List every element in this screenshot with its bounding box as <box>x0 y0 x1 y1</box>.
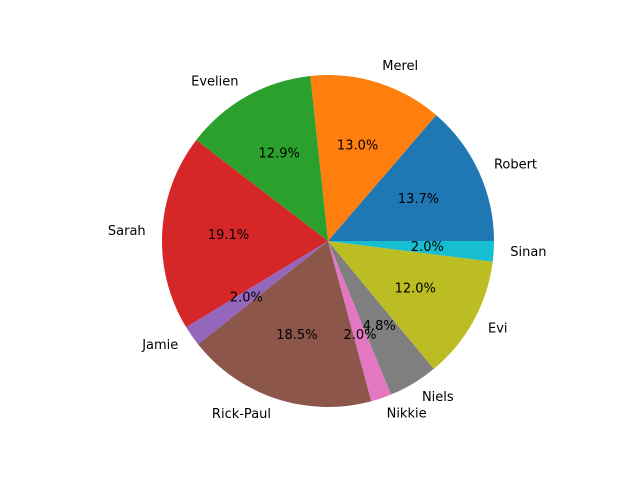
percent-label-nikkie: 2.0% <box>343 328 376 343</box>
slice-label-robert: Robert <box>494 157 537 172</box>
slice-label-merel: Merel <box>382 59 418 74</box>
percent-label-evelien: 12.9% <box>259 147 300 162</box>
pie-slices <box>161 75 494 407</box>
percent-label-sinan: 2.0% <box>411 240 444 255</box>
percent-label-rick-paul: 18.5% <box>276 328 317 343</box>
slice-label-rick-paul: Rick-Paul <box>212 407 271 422</box>
slice-label-sarah: Sarah <box>108 224 146 239</box>
slice-label-nikkie: Nikkie <box>387 406 427 421</box>
slice-niels <box>328 241 434 395</box>
slice-label-sinan: Sinan <box>510 245 546 260</box>
slice-robert <box>328 115 494 241</box>
slice-evi <box>328 241 493 369</box>
slice-label-jamie: Jamie <box>141 338 178 353</box>
percent-label-sarah: 19.1% <box>208 228 249 243</box>
percent-label-robert: 13.7% <box>398 192 439 207</box>
slice-label-evi: Evi <box>488 321 508 336</box>
slice-rick-paul <box>198 241 372 407</box>
slice-jamie <box>186 241 328 345</box>
slice-label-evelien: Evelien <box>191 74 238 89</box>
percent-label-niels: 4.8% <box>363 319 396 334</box>
slice-merel <box>310 75 437 242</box>
slice-sarah <box>161 140 328 328</box>
slice-nikkie <box>328 241 392 402</box>
percent-label-evi: 12.0% <box>395 281 436 296</box>
slice-label-niels: Niels <box>422 390 454 405</box>
pie-labels: Robert 13.7% Merel 13.0% Evelien 12.9% Sarah 19… <box>108 59 547 422</box>
percent-label-merel: 13.0% <box>337 138 378 153</box>
percent-label-jamie: 2.0% <box>230 291 263 306</box>
slice-evelien <box>196 75 328 241</box>
slice-sinan <box>328 241 494 262</box>
